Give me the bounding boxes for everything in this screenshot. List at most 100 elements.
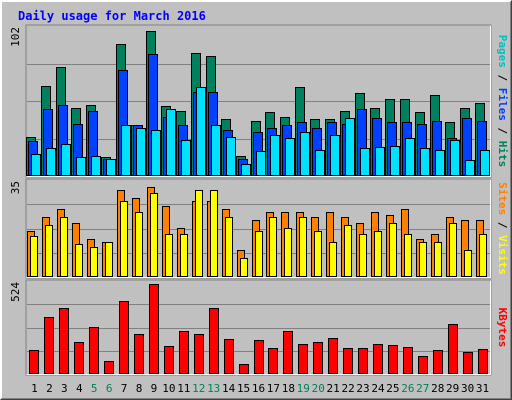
bar-pages-day-24	[375, 147, 385, 176]
bar-visits-day-18	[284, 228, 292, 277]
bar-kbytes-day-21	[328, 338, 338, 374]
bar-kbytes-day-29	[448, 324, 458, 374]
bar-pages-day-1	[31, 154, 41, 176]
bar-kbytes-day-7	[119, 301, 129, 374]
bar-visits-day-19	[299, 217, 307, 277]
bar-visits-day-20	[314, 231, 322, 277]
x-tick-label-11: 11	[177, 382, 190, 395]
bar-visits-day-10	[165, 234, 173, 277]
bar-kbytes-day-15	[239, 364, 249, 374]
panel-middle: 35 Sites / Visits	[9, 178, 509, 279]
bar-pages-day-2	[46, 148, 56, 176]
x-tick-label-20: 20	[312, 382, 325, 395]
legend-part: Hits	[496, 141, 509, 168]
bar-visits-day-1	[30, 236, 38, 277]
bar-visits-day-9	[150, 193, 158, 277]
x-tick-label-29: 29	[446, 382, 459, 395]
bar-kbytes-day-6	[104, 361, 114, 374]
chart-title: Daily usage for March 2016	[18, 9, 206, 23]
x-tick-label-9: 9	[151, 382, 158, 395]
bar-pages-day-16	[256, 151, 266, 176]
bar-visits-day-17	[269, 217, 277, 277]
legend-part: Sites	[496, 182, 509, 215]
bar-pages-day-7	[121, 125, 131, 176]
bar-pages-day-20	[315, 150, 325, 176]
bar-pages-day-26	[405, 138, 415, 176]
bar-visits-day-16	[255, 231, 263, 277]
bar-visits-day-12	[195, 190, 203, 277]
panel-middle-max-label: 35	[9, 181, 22, 194]
bar-visits-day-31	[479, 234, 487, 277]
bar-kbytes-day-14	[224, 339, 234, 374]
bar-visits-day-11	[180, 234, 188, 277]
x-tick-label-27: 27	[416, 382, 429, 395]
bar-kbytes-day-3	[59, 308, 69, 374]
bar-visits-day-15	[240, 258, 248, 277]
bar-visits-day-14	[225, 217, 233, 277]
bar-visits-day-22	[344, 225, 352, 277]
x-tick-label-19: 19	[297, 382, 310, 395]
bar-visits-day-27	[419, 242, 427, 277]
x-tick-label-10: 10	[162, 382, 175, 395]
x-tick-label-30: 30	[461, 382, 474, 395]
bar-kbytes-day-8	[134, 334, 144, 374]
x-tick-label-16: 16	[252, 382, 265, 395]
bar-pages-day-31	[480, 150, 490, 176]
x-axis-labels: 1 2 3 4 5 6 7 8 9 10 11 12 13 14 15 16 17 18 19 20 21 22 23 24 2…	[31, 382, 489, 395]
bar-pages-day-25	[390, 146, 400, 176]
x-tick-label-1: 1	[31, 382, 38, 395]
x-tick-label-24: 24	[371, 382, 385, 395]
bar-kbytes-day-31	[478, 349, 488, 374]
bar-visits-day-2	[45, 225, 53, 277]
bar-kbytes-day-19	[298, 344, 308, 374]
bar-kbytes-day-4	[74, 342, 84, 374]
bar-kbytes-day-25	[388, 345, 398, 374]
bar-kbytes-day-24	[373, 344, 383, 374]
legend-part: KBytes	[496, 308, 509, 348]
x-tick-label-5: 5	[91, 382, 98, 395]
panel-top: 102 Pages / Files / Hits	[9, 24, 509, 178]
x-tick-label-22: 22	[341, 382, 354, 395]
bar-pages-day-21	[330, 135, 340, 176]
bar-visits-day-21	[329, 242, 337, 277]
bar-pages-day-23	[360, 148, 370, 176]
bar-pages-day-8	[136, 128, 146, 176]
x-tick-label-23: 23	[356, 382, 369, 395]
bar-pages-day-6	[106, 159, 116, 176]
x-tick-label-4: 4	[76, 382, 83, 395]
x-tick-label-25: 25	[386, 382, 399, 395]
bar-pages-day-27	[420, 148, 430, 176]
series-pages	[31, 87, 490, 176]
series-visits	[30, 190, 487, 277]
x-tick-label-6: 6	[106, 382, 113, 395]
legend-part: Visits	[496, 235, 509, 275]
bar-visits-day-25	[389, 223, 397, 277]
bar-visits-day-24	[374, 231, 382, 277]
bar-kbytes-day-17	[268, 348, 278, 374]
bar-kbytes-day-1	[29, 350, 39, 374]
bar-kbytes-day-9	[149, 284, 159, 374]
bar-kbytes-day-18	[283, 331, 293, 374]
bar-kbytes-day-12	[194, 334, 204, 374]
x-tick-label-18: 18	[282, 382, 295, 395]
x-tick-label-15: 15	[237, 382, 250, 395]
panel-top-max-label: 102	[9, 27, 22, 47]
bar-kbytes-day-28	[433, 350, 443, 374]
panel-bottom-legend: KBytes	[496, 308, 509, 348]
bar-visits-day-29	[449, 223, 457, 277]
bar-visits-day-7	[120, 201, 128, 277]
x-tick-label-3: 3	[61, 382, 68, 395]
x-tick-label-31: 31	[476, 382, 489, 395]
panel-border-highlight	[26, 179, 491, 278]
bar-pages-day-12	[196, 87, 206, 176]
bar-kbytes-day-16	[254, 340, 264, 374]
x-tick-label-17: 17	[267, 382, 280, 395]
x-tick-label-12: 12	[192, 382, 205, 395]
x-tick-label-7: 7	[121, 382, 128, 395]
x-tick-label-26: 26	[401, 382, 414, 395]
panel-border-highlight	[26, 25, 491, 177]
legend-part: /	[496, 215, 509, 235]
